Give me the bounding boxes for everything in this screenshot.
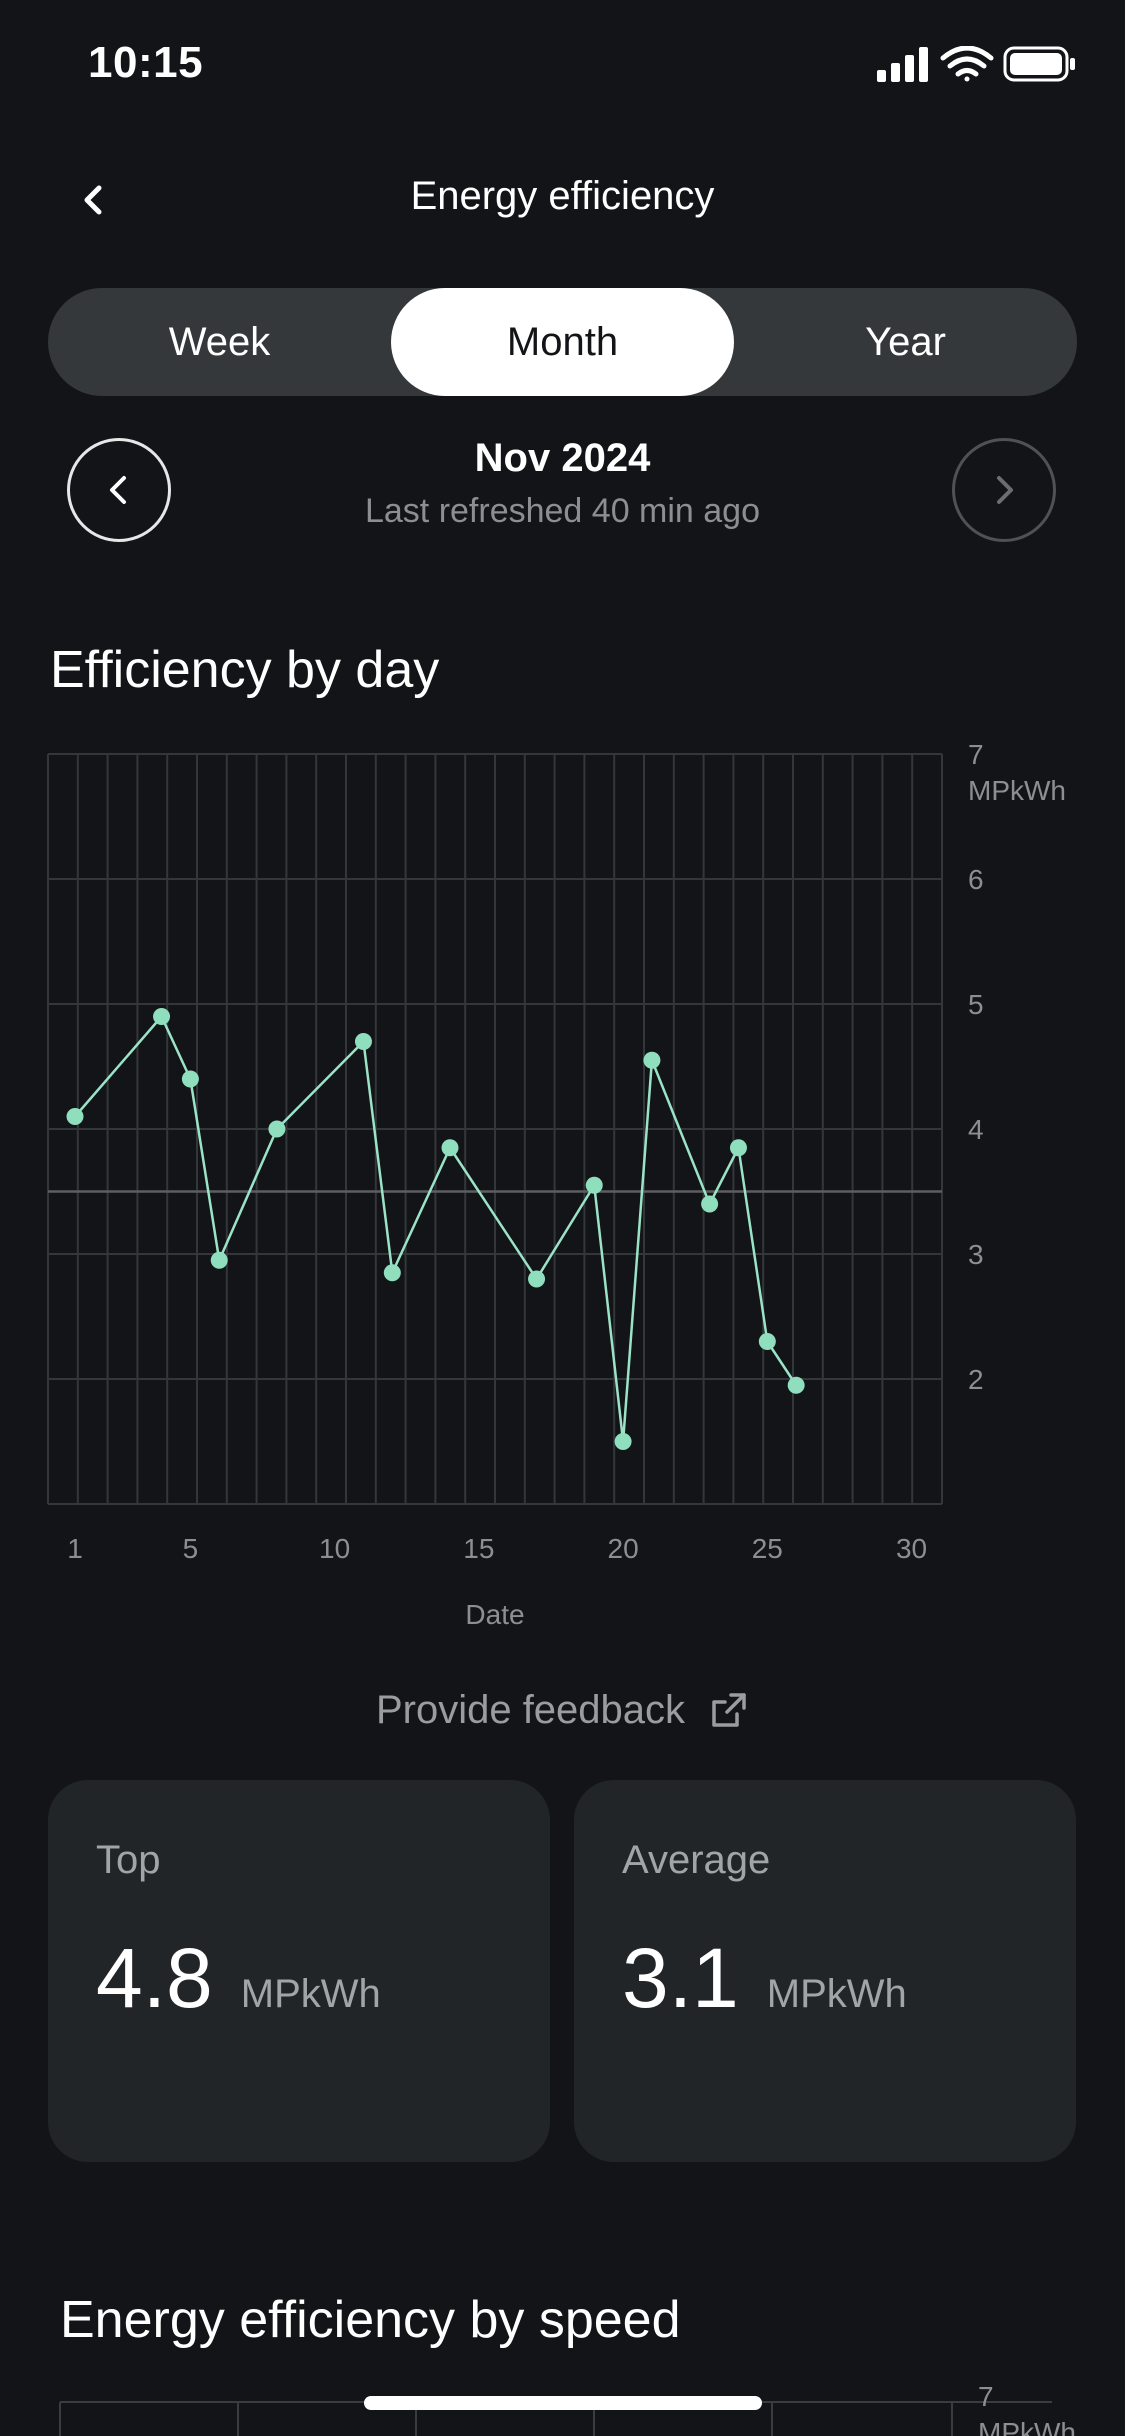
average-value-row: 3.1 MPkWh [622,1930,907,2027]
x-tick-label: 30 [896,1533,927,1564]
data-point[interactable] [729,1139,747,1157]
y-tick-label: 3 [968,1239,984,1270]
chart2-unit-label: MPkWh [978,2417,1076,2436]
external-link-icon [712,1693,746,1727]
average-label: Average [622,1838,771,1882]
data-point[interactable] [210,1251,228,1269]
top-value-row: 4.8 MPkWh [96,1930,381,2027]
average-efficiency-card: Average 3.1 MPkWh [574,1780,1076,2162]
y-tick-label: 5 [968,989,984,1020]
chevron-left-icon [110,476,126,504]
cellular-signal-icon [877,47,928,82]
y-tick-label: 6 [968,864,984,895]
data-point[interactable] [354,1033,372,1050]
data-point[interactable] [181,1070,199,1088]
period-tabs: Week Month Year [48,288,1077,396]
data-point[interactable] [441,1139,459,1157]
y-tick-label: 4 [968,1114,984,1145]
last-refreshed: Last refreshed 40 min ago [364,492,761,530]
data-point[interactable] [787,1376,805,1394]
x-axis-label: Date [465,1599,524,1630]
section-title-efficiency-by-speed: Energy efficiency by speed [60,2291,681,2349]
data-point[interactable] [701,1195,719,1213]
provide-feedback-label: Provide feedback [375,1687,686,1732]
top-unit: MPkWh [240,1972,381,2016]
top-label: Top [96,1838,161,1882]
period-selector: Nov 2024 Last refreshed 40 min ago [0,436,1125,548]
data-point[interactable] [758,1333,776,1350]
x-tick-label: 15 [463,1533,494,1564]
y-axis-unit-label: MPkWh [968,775,1066,806]
home-indicator [364,2396,762,2410]
data-point[interactable] [528,1270,546,1288]
y-tick-label: 2 [968,1364,984,1395]
section-title-efficiency-by-day: Efficiency by day [50,641,440,699]
status-icons [877,46,1077,86]
top-efficiency-card: Top 4.8 MPkWh [48,1780,550,2162]
x-tick-label: 25 [752,1533,783,1564]
data-point[interactable] [153,1008,171,1025]
average-unit: MPkWh [766,1972,907,2016]
x-tick-label: 20 [608,1533,639,1564]
status-bar: 10:15 [0,0,1125,140]
tab-year[interactable]: Year [865,319,946,364]
tab-week[interactable]: Week [168,319,271,364]
page-title: Energy efficiency [410,174,715,218]
tab-month[interactable]: Month [391,288,734,396]
battery-full-icon [1003,46,1075,82]
y-tick-label: 7 [968,739,984,770]
efficiency-series-line [74,1015,798,1443]
nav-bar: Energy efficiency [0,160,1125,240]
chevron-left-icon [84,185,102,215]
data-point[interactable] [643,1051,661,1069]
data-point[interactable] [383,1264,401,1282]
status-time: 10:15 [88,38,204,87]
x-tick-label: 5 [183,1533,199,1564]
x-tick-label: 10 [319,1533,350,1564]
data-point[interactable] [585,1176,603,1194]
data-point[interactable] [614,1433,632,1450]
data-point[interactable] [66,1108,84,1125]
data-point[interactable] [268,1120,286,1138]
back-button[interactable] [64,170,124,230]
provide-feedback-link[interactable]: Provide feedback [0,1680,1125,1740]
next-period-button[interactable] [952,438,1056,542]
top-value: 4.8 [96,1931,213,2025]
average-value: 3.1 [622,1931,739,2025]
wifi-icon [940,46,994,82]
x-tick-label: 1 [67,1533,83,1564]
chevron-right-icon [997,476,1013,504]
previous-period-button[interactable] [67,438,171,542]
period-title: Nov 2024 [474,436,651,480]
chart2-y-tick-label: 7 [978,2381,994,2412]
